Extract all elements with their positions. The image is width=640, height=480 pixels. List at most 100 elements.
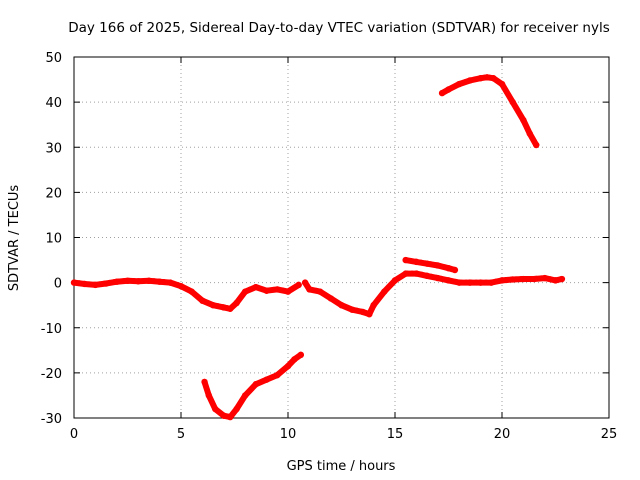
data-point — [220, 304, 227, 311]
x-axis-label: GPS time / hours — [287, 459, 396, 474]
data-point — [81, 280, 88, 288]
data-point — [274, 371, 281, 379]
y-tick-label: -30 — [41, 412, 62, 427]
data-point — [297, 351, 305, 359]
data-point — [177, 283, 185, 290]
data-point — [434, 274, 441, 282]
data-point — [477, 279, 484, 286]
x-tick-label: 0 — [70, 427, 78, 442]
data-point — [135, 278, 142, 285]
data-point — [263, 376, 270, 383]
data-point — [220, 412, 227, 419]
data-point — [477, 75, 484, 82]
data-point — [212, 405, 219, 413]
y-tick-label: 50 — [45, 51, 62, 66]
data-point — [391, 277, 399, 284]
data-point — [199, 297, 206, 304]
data-point — [552, 277, 559, 284]
data-point — [113, 278, 121, 285]
x-tick-label: 10 — [280, 427, 297, 442]
data-point — [306, 286, 313, 293]
data-point — [145, 277, 153, 285]
data-series — [70, 74, 566, 421]
x-tick-label: 5 — [177, 427, 185, 442]
data-point — [445, 264, 452, 272]
data-point — [498, 277, 506, 284]
data-point — [242, 392, 249, 399]
data-point — [490, 75, 497, 82]
data-point — [252, 283, 260, 291]
y-tick-labels: -30 -20 -10 0 10 20 30 40 50 — [41, 51, 62, 427]
data-point — [274, 286, 281, 293]
data-point — [533, 141, 540, 149]
data-point — [541, 274, 548, 282]
data-point — [445, 277, 452, 284]
data-point — [488, 279, 495, 286]
data-point — [370, 301, 377, 309]
y-tick-label: 40 — [45, 96, 62, 111]
data-point — [252, 380, 260, 388]
data-point — [434, 262, 441, 269]
data-point — [209, 301, 217, 309]
data-point — [526, 130, 534, 137]
data-point — [520, 116, 527, 124]
data-point — [466, 279, 474, 286]
data-point — [366, 311, 373, 318]
data-point — [301, 279, 309, 286]
grid-lines — [74, 57, 609, 418]
x-tick-labels: 0 5 10 15 20 25 — [70, 427, 617, 442]
data-point — [498, 80, 506, 88]
data-point — [167, 279, 174, 286]
data-point — [70, 279, 78, 286]
y-tick-label: 30 — [45, 141, 62, 156]
axis-ticks — [73, 56, 610, 419]
data-point — [445, 86, 452, 93]
data-point — [242, 288, 249, 295]
data-point — [349, 306, 356, 313]
y-tick-label: 0 — [54, 277, 62, 292]
data-point — [483, 74, 491, 81]
data-point — [327, 295, 334, 302]
data-point — [381, 288, 388, 295]
series-line-upper-high-arc — [439, 74, 540, 148]
data-point — [413, 258, 420, 266]
data-point — [456, 80, 463, 88]
data-point — [456, 279, 463, 286]
data-point — [509, 276, 516, 283]
data-point — [423, 260, 431, 267]
data-point — [520, 275, 527, 283]
data-point — [359, 308, 367, 316]
data-point — [402, 270, 409, 277]
data-point — [402, 256, 409, 264]
data-point — [188, 288, 195, 295]
data-point — [205, 392, 213, 399]
y-axis-label: SDTVAR / TECUs — [7, 185, 22, 292]
chart-title: Day 166 of 2025, Sidereal Day-to-day VTE… — [68, 20, 610, 36]
data-point — [156, 278, 163, 285]
data-point — [291, 356, 298, 363]
data-point — [530, 275, 538, 283]
data-point — [227, 413, 234, 421]
y-tick-label: 20 — [45, 186, 62, 201]
data-point — [413, 270, 420, 277]
data-point — [316, 288, 324, 295]
data-point — [227, 305, 234, 312]
x-tick-label: 20 — [494, 427, 511, 442]
data-point — [438, 89, 446, 97]
y-tick-label: -20 — [41, 367, 62, 382]
data-point — [284, 362, 292, 370]
x-tick-label: 25 — [601, 427, 618, 442]
data-point — [451, 266, 459, 274]
data-point — [233, 405, 240, 413]
data-point — [423, 272, 431, 280]
data-point — [466, 77, 474, 84]
x-tick-label: 15 — [387, 427, 404, 442]
data-point — [201, 378, 208, 386]
y-tick-label: 10 — [45, 232, 62, 247]
data-point — [102, 280, 110, 287]
data-point — [338, 301, 345, 309]
data-point — [295, 281, 302, 289]
data-point — [558, 275, 566, 283]
data-point — [263, 287, 270, 294]
